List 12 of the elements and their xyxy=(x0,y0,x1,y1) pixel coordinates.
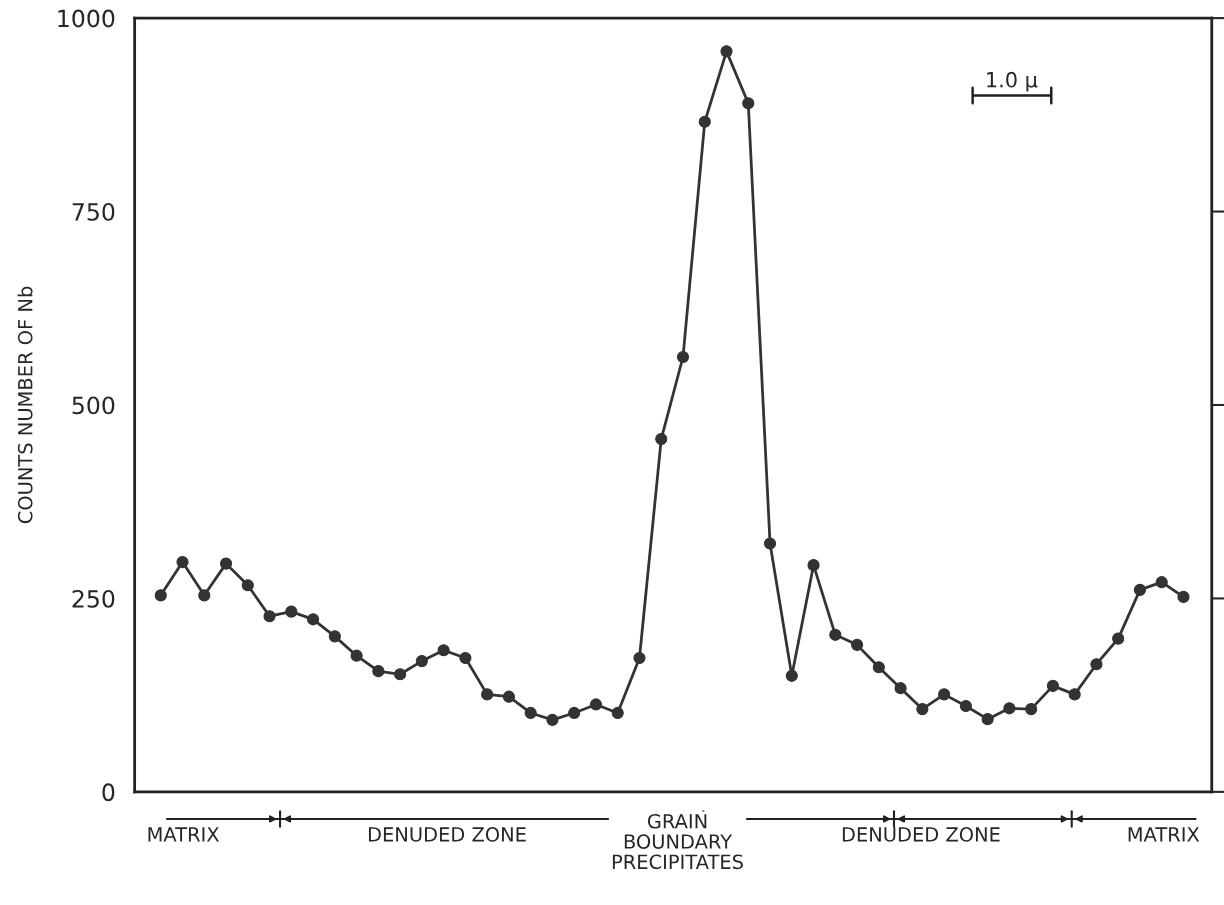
text: DENUDED ZONE xyxy=(368,827,526,842)
text: MATRIX xyxy=(1128,827,1200,842)
annotation: 1.0 μ xyxy=(987,71,1038,92)
text: GRAIN BOUNDARY PRECIPITATES xyxy=(612,813,743,870)
y-tick-label: 750 xyxy=(72,202,115,221)
y-tick-label: 250 xyxy=(72,589,115,608)
y-axis-title: COUNTS NUMBER OF Nb xyxy=(17,286,33,524)
y-tick-label: 500 xyxy=(72,396,115,415)
text: MATRIX xyxy=(148,827,220,842)
y-tick-label: 0 xyxy=(102,783,115,802)
text: DENUDED ZONE xyxy=(842,827,1000,842)
y-tick-label: 1000 xyxy=(58,9,115,28)
